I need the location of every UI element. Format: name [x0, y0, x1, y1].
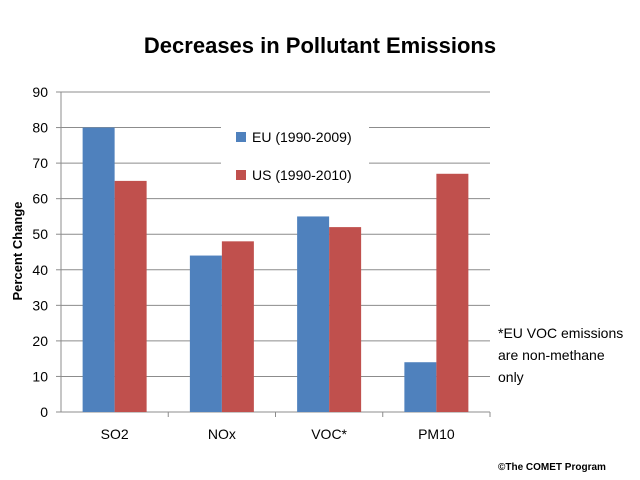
y-tick-label: 60	[32, 191, 48, 207]
y-axis-ticks: 0 10 20 30 40 50 60 70 80 90	[32, 84, 48, 420]
y-axis-label: Percent Change	[10, 202, 25, 301]
x-tick-label: PM10	[418, 426, 455, 442]
legend-label: US (1990-2010)	[252, 167, 352, 183]
legend-swatch	[236, 132, 246, 142]
footnote-line: only	[498, 369, 524, 385]
bar	[404, 362, 437, 412]
bar	[114, 180, 147, 412]
y-tick-label: 90	[32, 84, 48, 100]
x-tick-label: NOx	[208, 426, 236, 442]
legend-label: EU (1990-2009)	[252, 129, 352, 145]
y-tick-label: 30	[32, 297, 48, 313]
bar	[297, 216, 330, 412]
bars	[82, 127, 469, 413]
y-tick-label: 10	[32, 368, 48, 384]
footnote-line: are non-methane	[498, 347, 605, 363]
legend-background	[221, 118, 369, 194]
bar	[189, 255, 222, 412]
footnote: *EU VOC emissions are non-methane only	[498, 322, 638, 388]
copyright-credit: ©The COMET Program	[498, 462, 606, 473]
footnote-line: *EU VOC emissions	[498, 325, 624, 341]
y-tick-label: 80	[32, 120, 48, 136]
y-tick-label: 70	[32, 155, 48, 171]
chart-title: Decreases in Pollutant Emissions	[144, 33, 496, 58]
y-tick-label: 40	[32, 262, 48, 278]
x-tick-label: VOC*	[311, 426, 347, 442]
bar	[82, 127, 115, 413]
bar	[436, 173, 469, 412]
legend: EU (1990-2009) US (1990-2010)	[221, 118, 369, 194]
y-tick-label: 20	[32, 333, 48, 349]
x-axis-ticks: SO2 NOx VOC* PM10	[101, 426, 455, 442]
y-tick-label: 50	[32, 226, 48, 242]
bar	[221, 241, 254, 412]
x-tick-label: SO2	[101, 426, 129, 442]
legend-swatch	[236, 170, 246, 180]
y-tick-label: 0	[40, 404, 48, 420]
bar	[329, 227, 362, 412]
